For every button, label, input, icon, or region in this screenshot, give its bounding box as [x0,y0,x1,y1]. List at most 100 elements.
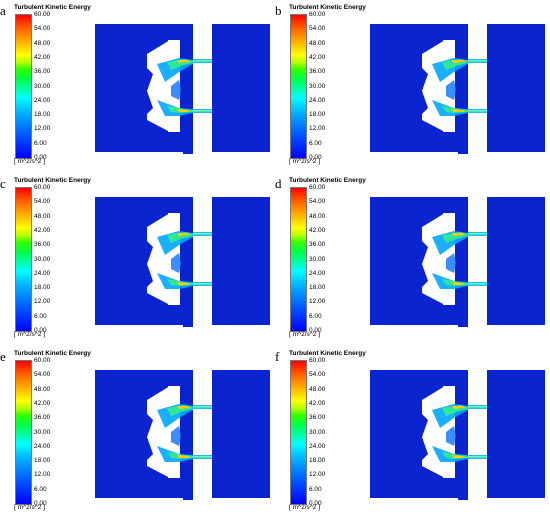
colorbar-tick-label: 18.00 [34,284,51,292]
colorbar-ticks: 60.00 54.00 48.00 42.00 36.00 30.00 24.00 18.00… [306,11,336,161]
colorbar-tick-label: 18.00 [309,284,326,292]
colorbar-ticks: 60.00 54.00 48.00 42.00 36.00 30.00 24.00 18.00… [31,11,61,161]
colorbar-tick-label: 24.00 [309,442,326,450]
colorbar-unit: [ m^2/s^2 ] [14,158,46,165]
colorbar-tick-label: 12.00 [34,471,51,479]
colorbar-unit: [ m^2/s^2 ] [14,331,46,338]
colorbar-tick-label: 24.00 [309,269,326,277]
colorbar-tick-label: 30.00 [34,428,51,436]
panel-letter: f [275,349,280,364]
tke-region-lower [157,446,212,462]
colorbar-tick-label: 6.00 [34,139,47,147]
colorbar-ticks: 60.00 54.00 48.00 42.00 36.00 30.00 24.00 18.00… [306,184,336,334]
colorbar-tick-label: 24.00 [34,96,51,104]
colorbar-tick-label: 42.00 [34,226,51,234]
colorbar-tick-label: 42.00 [309,53,326,61]
panel-letter: a [0,3,6,18]
tke-region-middle [171,426,181,446]
contour-domain [95,197,270,327]
colorbar-tick-label: 54.00 [309,371,326,379]
colorbar-tick-label: 48.00 [34,212,51,220]
colorbar-unit: [ m^2/s^2 ] [14,504,46,511]
colorbar-tick-label: 60.00 [309,11,326,18]
colorbar-tick-label: 30.00 [309,82,326,90]
colorbar-tick-label: 0.00 [34,327,47,334]
colorbar-tick-label: 36.00 [309,68,326,76]
colorbar-title: Turbulent Kinetic Energy [14,350,91,357]
colorbar-tick-label: 54.00 [309,25,326,33]
colorbar-tick-label: 6.00 [309,139,322,147]
contour-domain [370,24,545,154]
right-field [487,24,545,152]
colorbar [15,14,32,159]
center-plate [458,197,468,327]
tke-region-lower [432,273,487,289]
right-field [487,370,545,498]
colorbar-unit: [ m^2/s^2 ] [289,504,321,511]
colorbar-ticks: 60.00 54.00 48.00 42.00 36.00 30.00 24.00 18.00… [31,357,61,507]
panel-b: b Turbulent Kinetic Energy 60.00 54.00 48.… [275,0,550,173]
colorbar-title: Turbulent Kinetic Energy [289,4,366,11]
colorbar-tick-label: 36.00 [34,241,51,249]
colorbar-tick-label: 0.00 [309,154,322,161]
colorbar-tick-label: 42.00 [34,53,51,61]
contour-domain [95,24,270,154]
tke-region-middle [446,253,456,273]
colorbar-tick-label: 6.00 [309,485,322,493]
panel-a: a Turbulent Kinetic Energy 60.00 54.00 48.… [0,0,275,173]
colorbar-tick-label: 6.00 [34,485,47,493]
contour-domain [370,370,545,500]
colorbar-tick-label: 54.00 [34,198,51,206]
colorbar-tick-label: 60.00 [34,357,51,364]
colorbar-title: Turbulent Kinetic Energy [289,350,366,357]
center-plate [458,370,468,500]
right-field [212,24,270,152]
tke-region-middle [446,426,456,446]
colorbar-ticks: 60.00 54.00 48.00 42.00 36.00 30.00 24.00 18.00… [306,357,336,507]
right-field [212,370,270,498]
colorbar-tick-label: 54.00 [309,198,326,206]
colorbar-tick-label: 18.00 [309,111,326,119]
contour-domain [95,370,270,500]
colorbar-title: Turbulent Kinetic Energy [289,177,366,184]
panel-c: c Turbulent Kinetic Energy 60.00 54.00 48.… [0,173,275,346]
colorbar-unit: [ m^2/s^2 ] [289,158,321,165]
colorbar-tick-label: 12.00 [34,298,51,306]
colorbar-tick-label: 60.00 [34,184,51,191]
colorbar-unit: [ m^2/s^2 ] [289,331,321,338]
panel-d: d Turbulent Kinetic Energy 60.00 54.00 48.… [275,173,550,346]
panel-f: f Turbulent Kinetic Energy 60.00 54.00 48.… [275,346,550,519]
colorbar-tick-label: 30.00 [309,255,326,263]
colorbar [290,360,307,505]
tke-region-middle [171,80,181,100]
colorbar-tick-label: 36.00 [34,68,51,76]
tke-region-lower [157,100,212,116]
colorbar-tick-label: 24.00 [34,269,51,277]
colorbar-tick-label: 36.00 [34,414,51,422]
colorbar-tick-label: 60.00 [34,11,51,18]
colorbar [290,187,307,332]
colorbar [15,360,32,505]
center-plate [183,197,193,327]
colorbar-tick-label: 6.00 [309,312,322,320]
tke-region-upper [432,58,487,82]
colorbar-tick-label: 48.00 [309,39,326,47]
colorbar-tick-label: 24.00 [34,442,51,450]
colorbar-tick-label: 36.00 [309,414,326,422]
colorbar-tick-label: 0.00 [309,500,322,507]
tke-region-upper [157,58,212,82]
right-field [487,197,545,325]
colorbar-title: Turbulent Kinetic Energy [14,177,91,184]
colorbar-tick-label: 18.00 [309,457,326,465]
center-plate [183,24,193,154]
panel-e: e Turbulent Kinetic Energy 60.00 54.00 48.… [0,346,275,519]
colorbar-tick-label: 18.00 [34,457,51,465]
colorbar-tick-label: 30.00 [309,428,326,436]
right-field [212,197,270,325]
tke-region-upper [157,404,212,428]
colorbar-tick-label: 6.00 [34,312,47,320]
panel-letter: e [0,349,6,364]
panel-letter: d [275,176,282,191]
tke-region-middle [171,253,181,273]
colorbar-tick-label: 48.00 [34,39,51,47]
